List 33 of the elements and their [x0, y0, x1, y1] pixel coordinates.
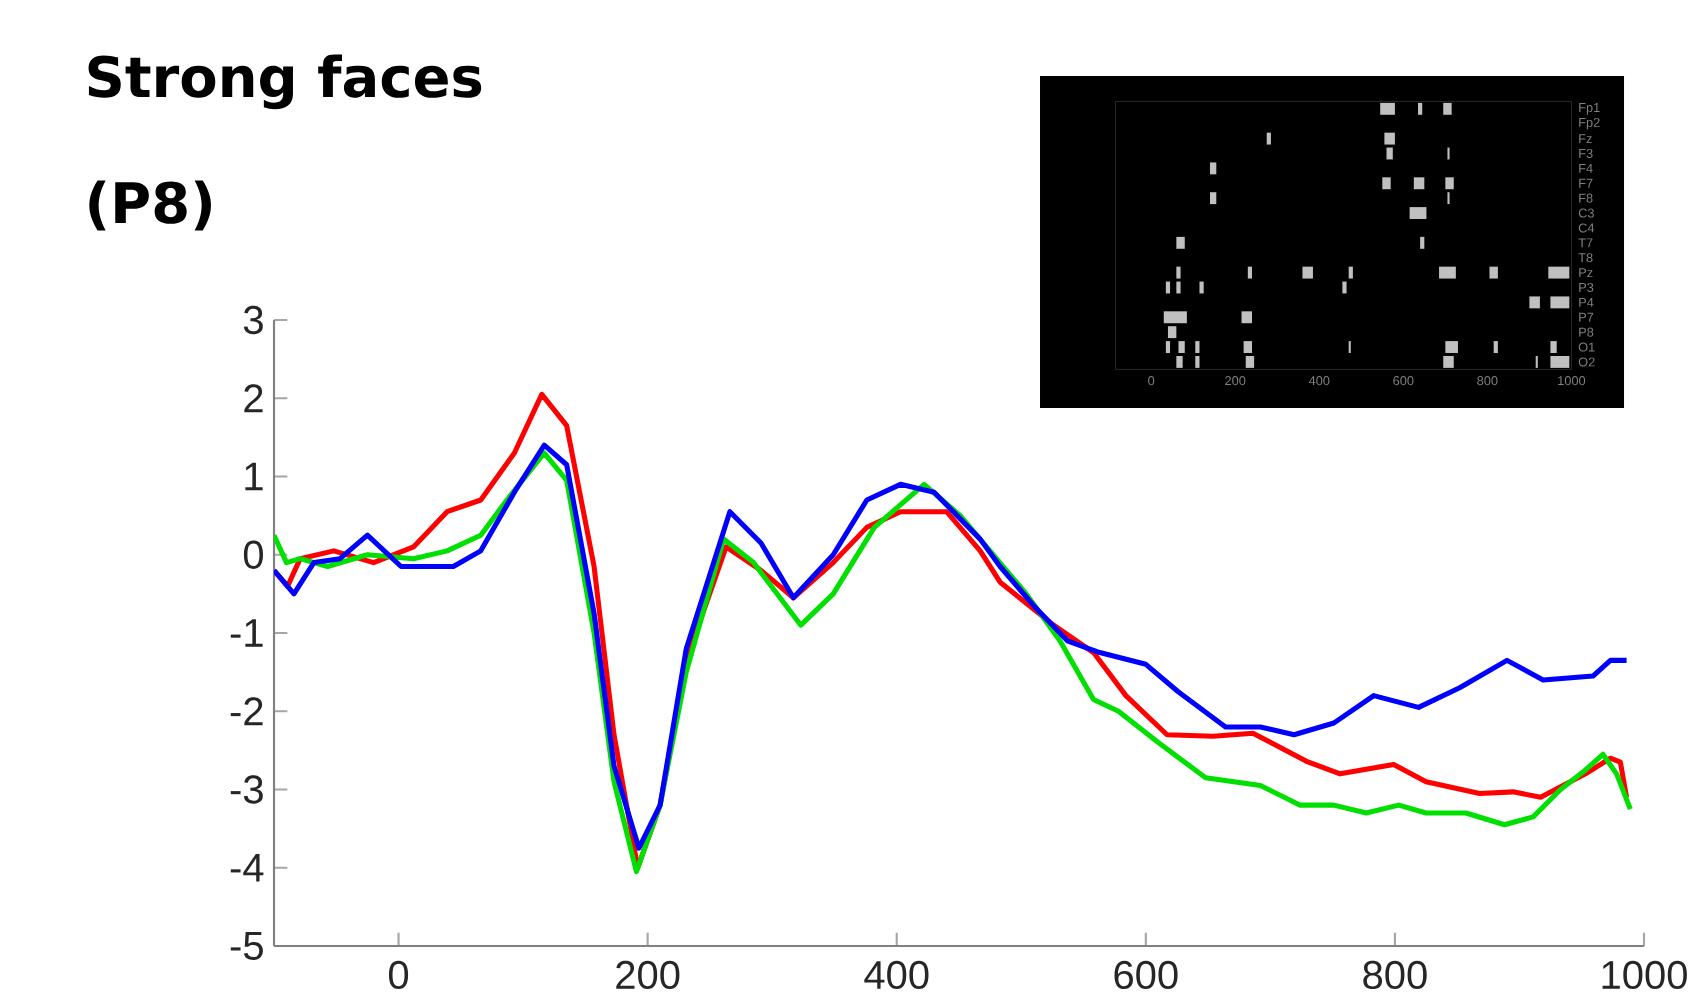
x-tick-label: 600: [1114, 960, 1178, 990]
bar: [1550, 296, 1570, 309]
bar: [1209, 162, 1217, 175]
y-tick-label: -4: [230, 853, 264, 882]
y-tick-label: 1: [245, 462, 263, 491]
y-tick-label: 0: [243, 540, 263, 569]
bar: [1176, 236, 1185, 249]
bar: [1380, 102, 1395, 115]
bar: [1209, 192, 1217, 205]
y-tick-label: -1: [230, 619, 263, 647]
bar: [1443, 102, 1452, 115]
y-tick-label: -2: [230, 697, 263, 726]
chart-subtitle: (P8): [89, 180, 211, 231]
bar: [1439, 266, 1456, 279]
bar: [1247, 266, 1253, 279]
x-tick-label: 400: [864, 960, 929, 990]
bar: [1548, 266, 1570, 279]
bar: [1302, 266, 1313, 279]
y-tick-label: 2: [244, 384, 263, 413]
x-tick-label: 0: [388, 960, 409, 990]
x-tick-label: 200: [616, 960, 680, 990]
y-tick-label: -5: [230, 932, 263, 960]
bar: [1409, 207, 1427, 220]
bar: [1413, 177, 1425, 190]
bar: [1489, 266, 1498, 279]
bar: [1241, 311, 1253, 324]
bar: [1382, 177, 1391, 190]
bar: [1529, 296, 1540, 309]
x-tick-label: 1000: [1602, 960, 1687, 990]
x-tick-label: 800: [1363, 960, 1427, 990]
y-tick-label: -3: [230, 775, 263, 804]
chart-title: Strong faces: [88, 54, 482, 110]
y-tick-label: 3: [243, 305, 263, 335]
